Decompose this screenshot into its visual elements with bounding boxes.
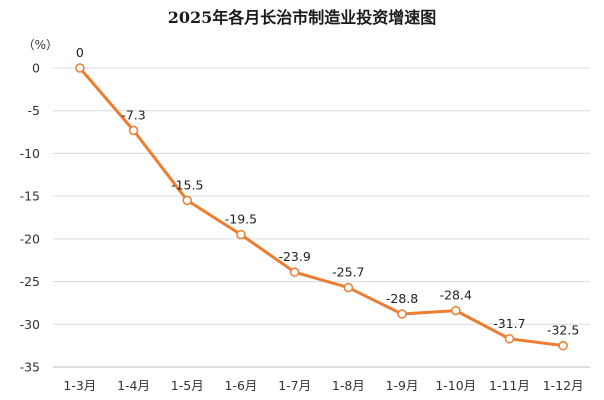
data-labels: 0 -7.3 -15.5 -19.5 -23.9 -25.7 -28.8 -28.4 -31.7… [76,45,579,338]
x-tick-label: 1-7月 [278,378,311,393]
y-tick-label: -35 [20,360,40,375]
y-axis-unit-label: （%） [23,38,58,52]
x-tick-label: 1-5月 [171,378,204,393]
y-tick-label: 0 [32,61,40,76]
x-axis-ticks: 1-3月 1-4月 1-5月 1-6月 1-7月 1-8月 1-9月 1-10月 1-11月 1-… [63,378,583,393]
data-point-marker [236,229,246,240]
x-tick-label: 1-12月 [543,378,584,393]
x-tick-label: 1-10月 [435,378,476,393]
data-label: -15.5 [171,177,203,192]
data-point-marker [289,267,300,277]
data-point-marker [75,63,85,73]
x-tick-label: 1-8月 [332,378,365,393]
data-point-marker [504,334,515,344]
y-tick-label: -10 [20,146,40,161]
y-tick-label: -25 [20,274,40,289]
x-tick-label: 1-9月 [386,378,419,393]
data-label: -28.8 [386,291,418,306]
data-point-marker [128,125,139,136]
x-tick-label: 1-6月 [224,378,257,393]
data-point-marker [343,282,354,293]
y-tick-label: -30 [20,317,40,332]
y-tick-label: -5 [28,103,40,118]
x-tick-label: 1-11月 [489,378,530,393]
data-point-marker [451,305,461,316]
y-tick-label: -20 [20,231,40,246]
series-line [78,66,565,348]
data-label: -31.7 [493,316,525,331]
x-tick-label: 1-3月 [63,378,96,393]
gridlines [53,67,590,368]
x-tick-label: 1-4月 [117,378,150,393]
data-label: -23.9 [278,249,310,264]
data-point-marker [182,195,192,206]
data-label: -19.5 [225,212,257,227]
data-points [75,63,568,351]
data-label: 0 [76,45,84,60]
data-label: -7.3 [121,107,145,122]
chart-title: 2025年各月长治市制造业投资增速图 [168,8,437,27]
data-point-marker [397,309,407,319]
y-axis-ticks: 0 -5 -10 -15 -20 -25 -30 -35 [20,61,40,375]
data-label: -32.5 [547,323,579,338]
data-label: -28.4 [440,288,472,303]
data-label: -25.7 [332,265,364,280]
data-point-marker [558,340,568,351]
y-tick-label: -15 [20,189,40,204]
series-polyline [78,66,565,348]
